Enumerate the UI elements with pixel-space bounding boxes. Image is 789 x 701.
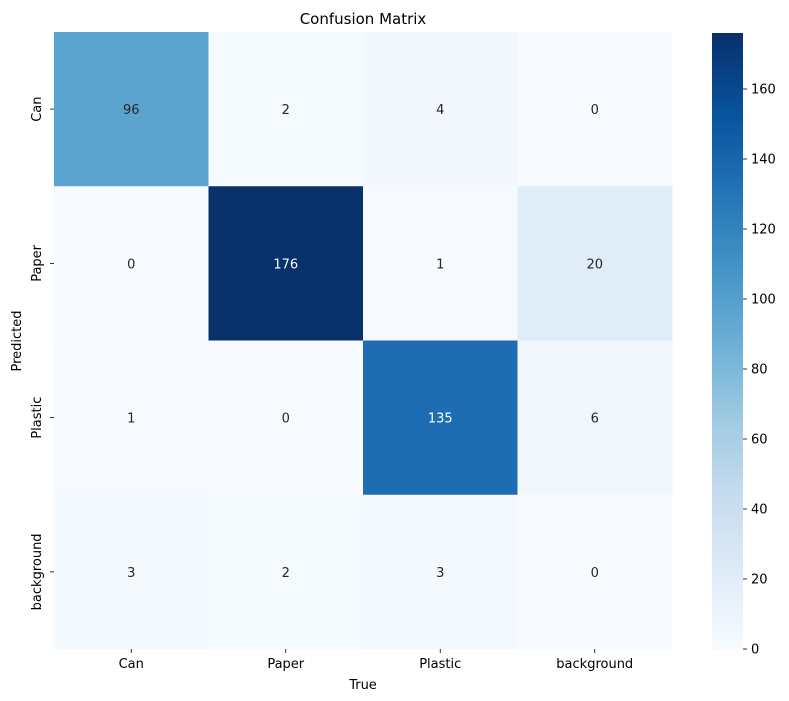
colorbar-tick-label: 160	[751, 83, 776, 98]
cell-value-label: 135	[428, 412, 453, 427]
y-tick-label: Plastic	[30, 397, 45, 439]
y-tick-label: Paper	[30, 244, 45, 281]
x-tick-label: Plastic	[419, 657, 461, 672]
y-tick-label: Can	[30, 96, 45, 121]
heatmap-cell	[54, 186, 209, 341]
heatmap-cell	[517, 186, 673, 341]
colorbar-tick-label: 100	[751, 293, 776, 308]
cell-value-label: 1	[127, 412, 135, 427]
heatmap-cell	[208, 32, 364, 187]
colorbar-tick-label: 40	[751, 503, 768, 518]
cell-value-label: 96	[123, 103, 140, 118]
cell-value-label: 0	[127, 257, 135, 272]
colorbar-tick-label: 0	[751, 643, 759, 658]
heatmap-cell	[208, 186, 364, 341]
heatmap-cell-labels: 96 2 4 0 0 176 1 20 1 0 135 6 3 2 3 0	[123, 103, 603, 581]
heatmap-cell	[517, 494, 673, 650]
heatmap-cell	[517, 340, 673, 496]
chart-title: Confusion Matrix	[300, 10, 427, 28]
heatmap-cell	[363, 186, 518, 341]
colorbar-tick-label: 20	[751, 573, 768, 588]
x-tick-label: background	[556, 657, 633, 672]
cell-value-label: 6	[591, 412, 599, 427]
cell-value-label: 3	[127, 566, 135, 581]
colorbar-tick-label: 80	[751, 363, 768, 378]
x-tick-label: Paper	[267, 657, 304, 672]
colorbar	[712, 33, 743, 649]
cell-value-label: 0	[282, 412, 290, 427]
cell-value-label: 0	[591, 103, 599, 118]
cell-value-label: 3	[436, 566, 444, 581]
x-axis-label: True	[348, 678, 377, 693]
colorbar-tick-label: 60	[751, 433, 768, 448]
y-axis-label: Predicted	[10, 310, 25, 371]
heatmap-cell	[54, 340, 209, 496]
cell-value-label: 2	[282, 103, 290, 118]
cell-value-label: 4	[436, 103, 444, 118]
cell-value-label: 2	[282, 566, 290, 581]
cell-value-label: 0	[591, 566, 599, 581]
y-axis-ticks: Can Paper Plastic background	[30, 96, 54, 610]
colorbar-tick-label: 120	[751, 223, 776, 238]
heatmap-cell	[363, 494, 518, 650]
heatmap-cell	[208, 340, 364, 496]
x-axis-ticks: Can Paper Plastic background	[119, 649, 633, 672]
heatmap-cell	[54, 32, 209, 187]
x-tick-label: Can	[119, 657, 144, 672]
cell-value-label: 176	[273, 257, 298, 272]
heatmap-cell	[517, 32, 673, 187]
heatmap-cells	[54, 32, 673, 650]
y-tick-label: background	[30, 533, 45, 610]
heatmap-cell	[208, 494, 364, 650]
heatmap-cell	[363, 340, 518, 496]
colorbar-ticks: 0 20 40 60 80 100 120 140 160	[743, 83, 776, 658]
colorbar-tick-label: 140	[751, 153, 776, 168]
cell-value-label: 20	[586, 257, 603, 272]
heatmap-cell	[54, 494, 209, 650]
heatmap-cell	[363, 32, 518, 187]
cell-value-label: 1	[436, 257, 444, 272]
